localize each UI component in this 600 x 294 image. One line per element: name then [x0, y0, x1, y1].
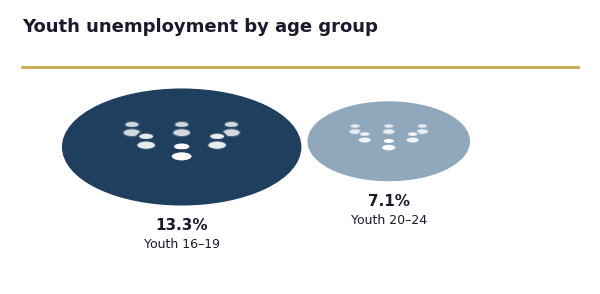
Text: 13.3%: 13.3%	[155, 218, 208, 233]
Ellipse shape	[416, 128, 429, 135]
Circle shape	[172, 142, 191, 151]
Text: Youth 16–19: Youth 16–19	[143, 238, 220, 251]
Circle shape	[350, 123, 361, 129]
Ellipse shape	[382, 128, 395, 135]
Ellipse shape	[349, 128, 362, 135]
Ellipse shape	[207, 140, 227, 150]
Ellipse shape	[358, 137, 371, 143]
Circle shape	[407, 131, 418, 137]
Ellipse shape	[172, 128, 191, 137]
Circle shape	[224, 121, 239, 128]
Circle shape	[359, 131, 370, 137]
Ellipse shape	[381, 144, 397, 151]
Circle shape	[138, 132, 154, 141]
Text: 7.1%: 7.1%	[368, 194, 410, 209]
Text: Youth unemployment by age group: Youth unemployment by age group	[22, 19, 378, 36]
Circle shape	[64, 90, 300, 204]
Circle shape	[382, 138, 395, 144]
Ellipse shape	[170, 151, 193, 162]
Circle shape	[124, 121, 140, 128]
Circle shape	[209, 132, 226, 141]
Ellipse shape	[222, 128, 241, 137]
Text: Youth 20–24: Youth 20–24	[350, 214, 427, 227]
Circle shape	[383, 123, 394, 129]
Ellipse shape	[136, 140, 157, 150]
Circle shape	[174, 121, 190, 128]
Ellipse shape	[122, 128, 142, 137]
Ellipse shape	[406, 137, 419, 143]
Circle shape	[309, 103, 469, 180]
Circle shape	[417, 123, 428, 129]
